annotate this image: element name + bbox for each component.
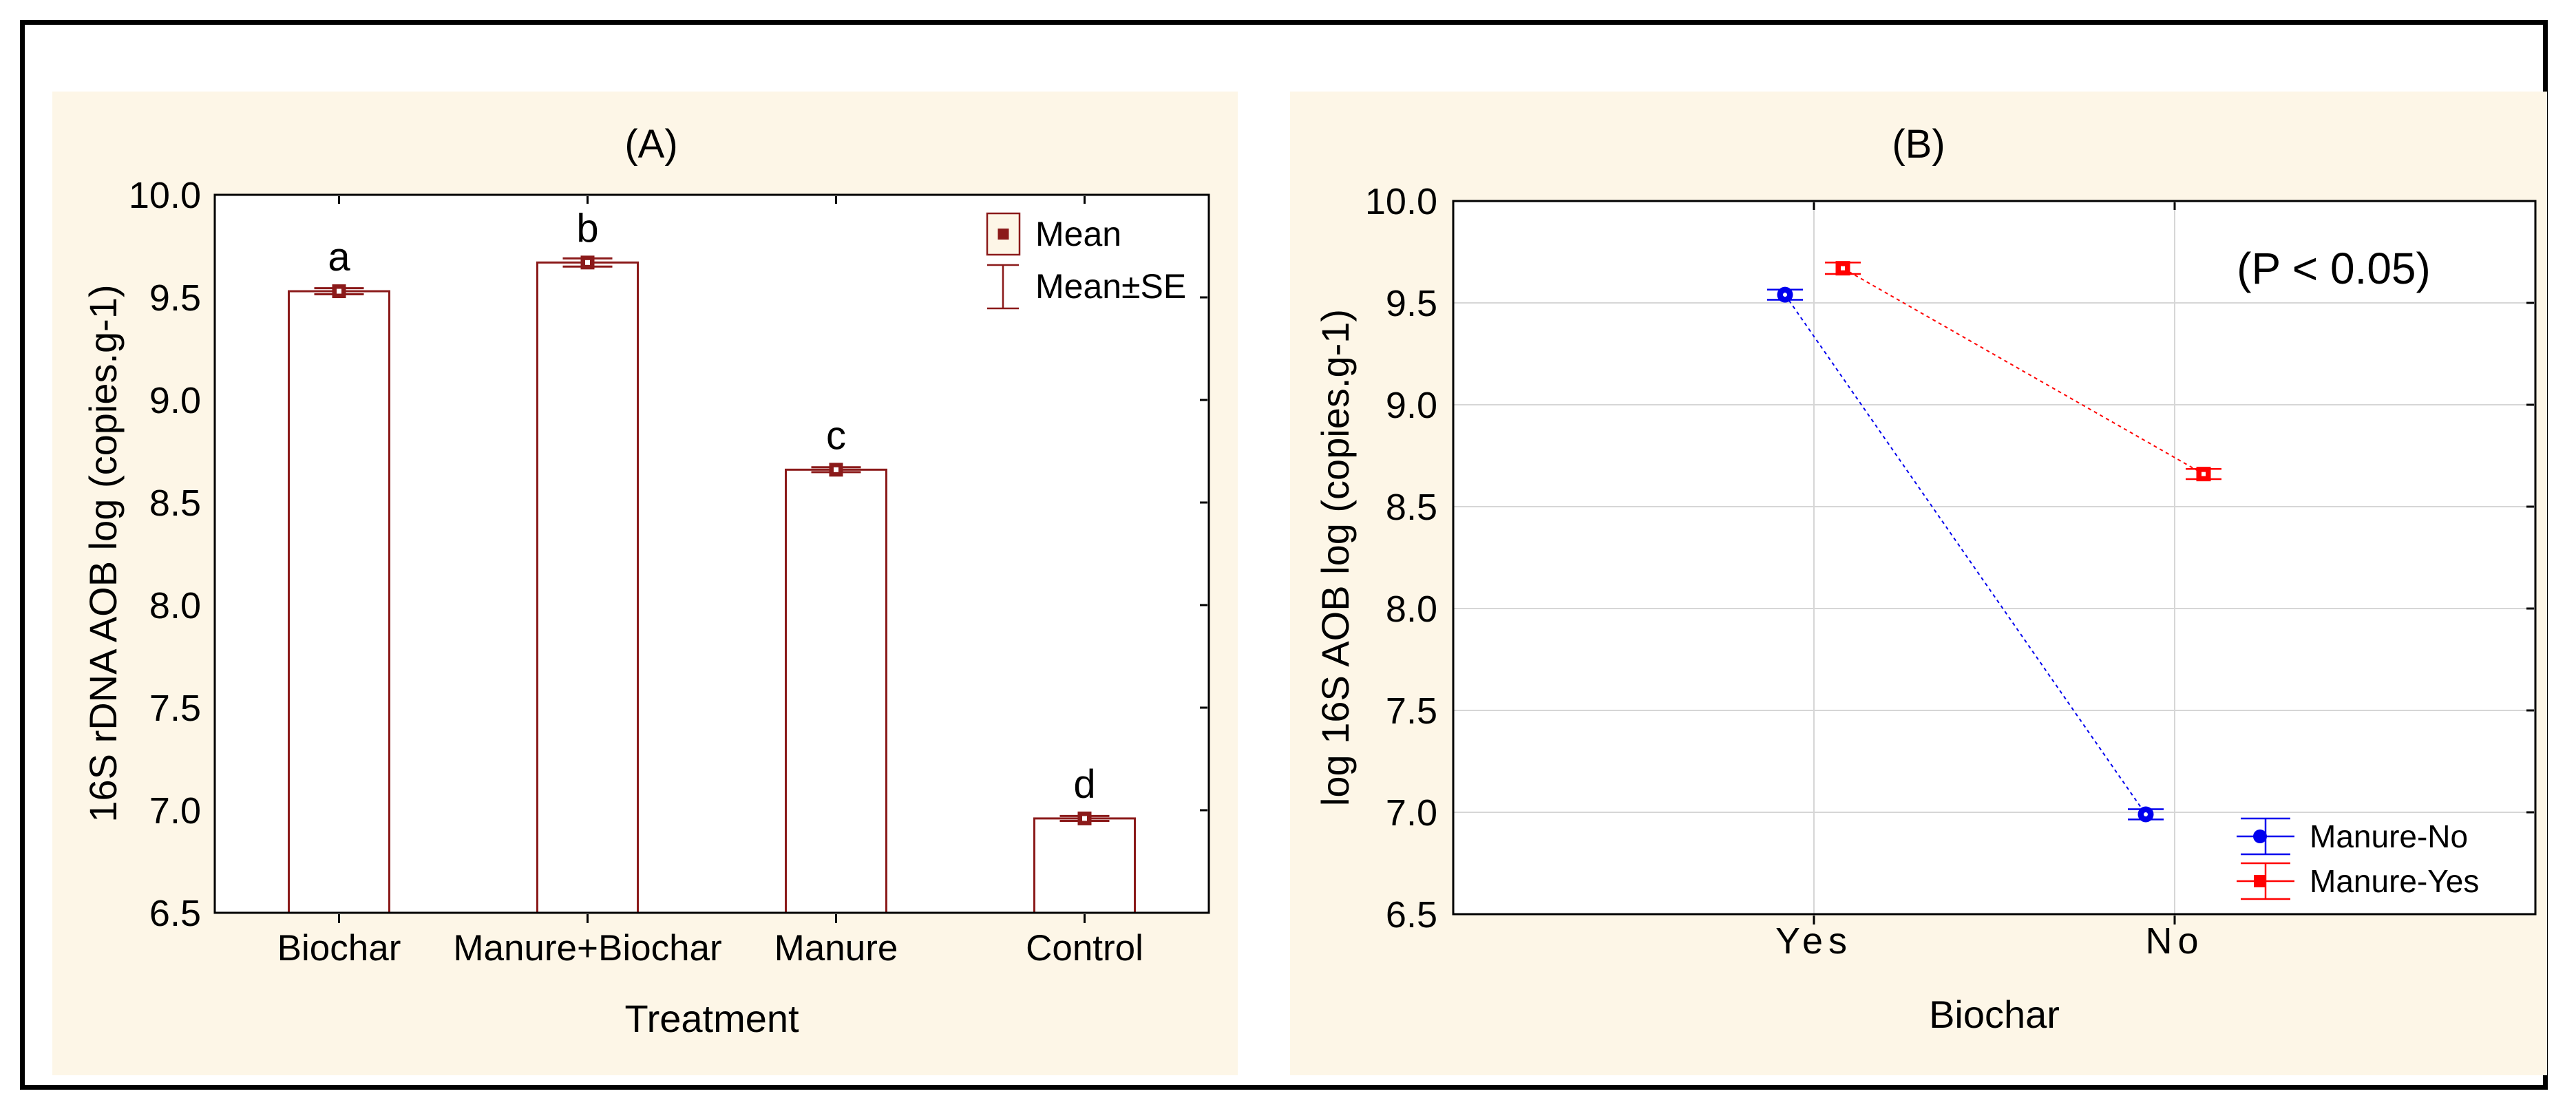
y-tick-label: 9.0: [1386, 385, 1437, 426]
mean-marker-center: [1082, 816, 1087, 821]
y-tick-label: 6.5: [149, 893, 201, 934]
legend-a: Mean Mean±SE: [986, 212, 1186, 310]
panel-b: 10.0 9.5 9.0 8.5 8.0 7.5 7.0 6.5 Yes No Manure-No M…: [1290, 92, 2547, 1075]
sig-letter: a: [328, 235, 350, 279]
y-tick-label: 7.5: [1386, 690, 1437, 732]
y-tick-label: 8.5: [1386, 487, 1437, 528]
y-tick-label: 10.0: [129, 175, 201, 216]
sig-letter: d: [1073, 762, 1095, 807]
series-manure-yes: [1825, 261, 2221, 482]
bar-control: [1033, 817, 1136, 914]
bar-manure: [785, 468, 887, 914]
bar-manure+biochar: [536, 261, 639, 914]
x-tick-label: Manure: [774, 928, 898, 969]
plot-frame-a: [213, 193, 1210, 914]
sig-letter: c: [826, 413, 846, 458]
x-tick-label: No: [2145, 920, 2204, 962]
sig-letter: b: [576, 206, 598, 251]
y-tick-label: 8.0: [1386, 589, 1437, 630]
x-tick-label: Biochar: [277, 928, 401, 969]
x-tick-label: Control: [1026, 928, 1143, 969]
data-point-center: [2144, 812, 2148, 816]
legend-mean-marker: [997, 229, 1009, 240]
legend-marker-circle: [2253, 830, 2267, 843]
y-axis-title-b: log 16S AOB log (copies.g-1): [1313, 308, 1357, 807]
p-value-annotation: (P < 0.05): [2237, 244, 2431, 293]
y-tick-label: 9.5: [149, 277, 201, 319]
x-axis-title-a: Treatment: [624, 997, 799, 1040]
y-tick-label: 8.5: [149, 483, 201, 524]
legend-label: Manure-Yes: [2310, 863, 2479, 899]
y-tick-label: 9.5: [1386, 283, 1437, 324]
plot-area-b: [1453, 201, 2535, 914]
y-tick-label: 7.0: [1386, 792, 1437, 834]
y-tick-label: 9.0: [149, 380, 201, 421]
x-tick-label: Manure+Biochar: [453, 928, 721, 969]
bar-biochar: [288, 290, 390, 914]
panel-a-title: (A): [624, 122, 678, 167]
legend-b: Manure-No Manure-Yes: [2237, 817, 2479, 900]
legend-label: Manure-No: [2310, 818, 2468, 854]
y-tick-label: 8.0: [149, 585, 201, 626]
legend-mean-label: Mean: [1035, 215, 1121, 253]
data-point-center: [1783, 293, 1787, 297]
plot-frame-b: [1452, 200, 2537, 916]
y-tick-label: 10.0: [1365, 181, 1437, 222]
x-axis-title-b: Biochar: [1929, 993, 2060, 1036]
bar-chart-a: a b c d 10.0 9.5 9.0 8.5 8.0 7.5 7.0 6.5 Biochar Manu…: [129, 175, 1210, 969]
mean-marker-center: [585, 260, 590, 265]
y-tick-label: 6.5: [1386, 894, 1437, 936]
series-line: [1784, 294, 2146, 815]
data-point-center: [1841, 266, 1845, 271]
y-tick-label: 7.5: [149, 688, 201, 729]
y-tick-label: 7.0: [149, 790, 201, 832]
ticks-a: [338, 196, 1207, 923]
y-axis-title-a: 16S rDNA AOB log (copies.g-1): [81, 284, 125, 823]
mean-marker-center: [337, 288, 341, 294]
gridlines: [1453, 201, 2535, 914]
legend-marker-square: [2254, 875, 2266, 887]
bars: a b c d: [288, 206, 1136, 914]
data-point-center: [2202, 472, 2206, 476]
mean-marker-center: [834, 467, 838, 472]
panel-a: a b c d 10.0 9.5 9.0 8.5 8.0 7.5 7.0 6.5 Biochar Manu…: [52, 92, 1238, 1075]
panel-b-title: (B): [1892, 122, 1945, 167]
series-manure-no: [1767, 286, 2164, 823]
ticks-b: [1813, 202, 2534, 924]
legend-se-label: Mean±SE: [1035, 267, 1186, 306]
x-tick-label: Yes: [1775, 920, 1852, 962]
series-line: [1842, 267, 2204, 475]
